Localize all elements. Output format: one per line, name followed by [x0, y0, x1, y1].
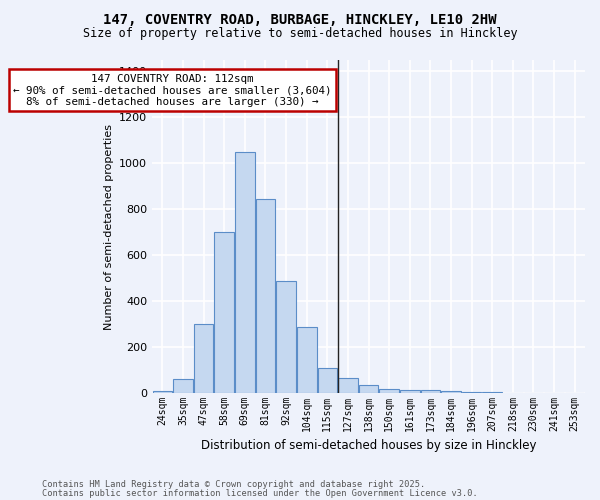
- X-axis label: Distribution of semi-detached houses by size in Hinckley: Distribution of semi-detached houses by …: [201, 440, 536, 452]
- Text: 147 COVENTRY ROAD: 112sqm
← 90% of semi-detached houses are smaller (3,604)
8% o: 147 COVENTRY ROAD: 112sqm ← 90% of semi-…: [13, 74, 332, 107]
- Bar: [173, 380, 193, 393]
- Bar: [441, 392, 461, 393]
- Bar: [400, 390, 419, 393]
- Text: Contains public sector information licensed under the Open Government Licence v3: Contains public sector information licen…: [42, 488, 478, 498]
- Bar: [462, 392, 481, 393]
- Y-axis label: Number of semi-detached properties: Number of semi-detached properties: [104, 124, 113, 330]
- Bar: [421, 390, 440, 393]
- Bar: [338, 378, 358, 393]
- Bar: [214, 232, 234, 393]
- Bar: [194, 324, 214, 393]
- Bar: [277, 280, 296, 393]
- Text: 147, COVENTRY ROAD, BURBAGE, HINCKLEY, LE10 2HW: 147, COVENTRY ROAD, BURBAGE, HINCKLEY, L…: [103, 12, 497, 26]
- Bar: [297, 326, 317, 393]
- Text: Size of property relative to semi-detached houses in Hinckley: Size of property relative to semi-detach…: [83, 28, 517, 40]
- Bar: [256, 199, 275, 393]
- Bar: [359, 385, 379, 393]
- Text: Contains HM Land Registry data © Crown copyright and database right 2025.: Contains HM Land Registry data © Crown c…: [42, 480, 425, 489]
- Bar: [379, 388, 399, 393]
- Bar: [317, 368, 337, 393]
- Bar: [235, 152, 254, 393]
- Bar: [152, 391, 172, 393]
- Bar: [482, 392, 502, 393]
